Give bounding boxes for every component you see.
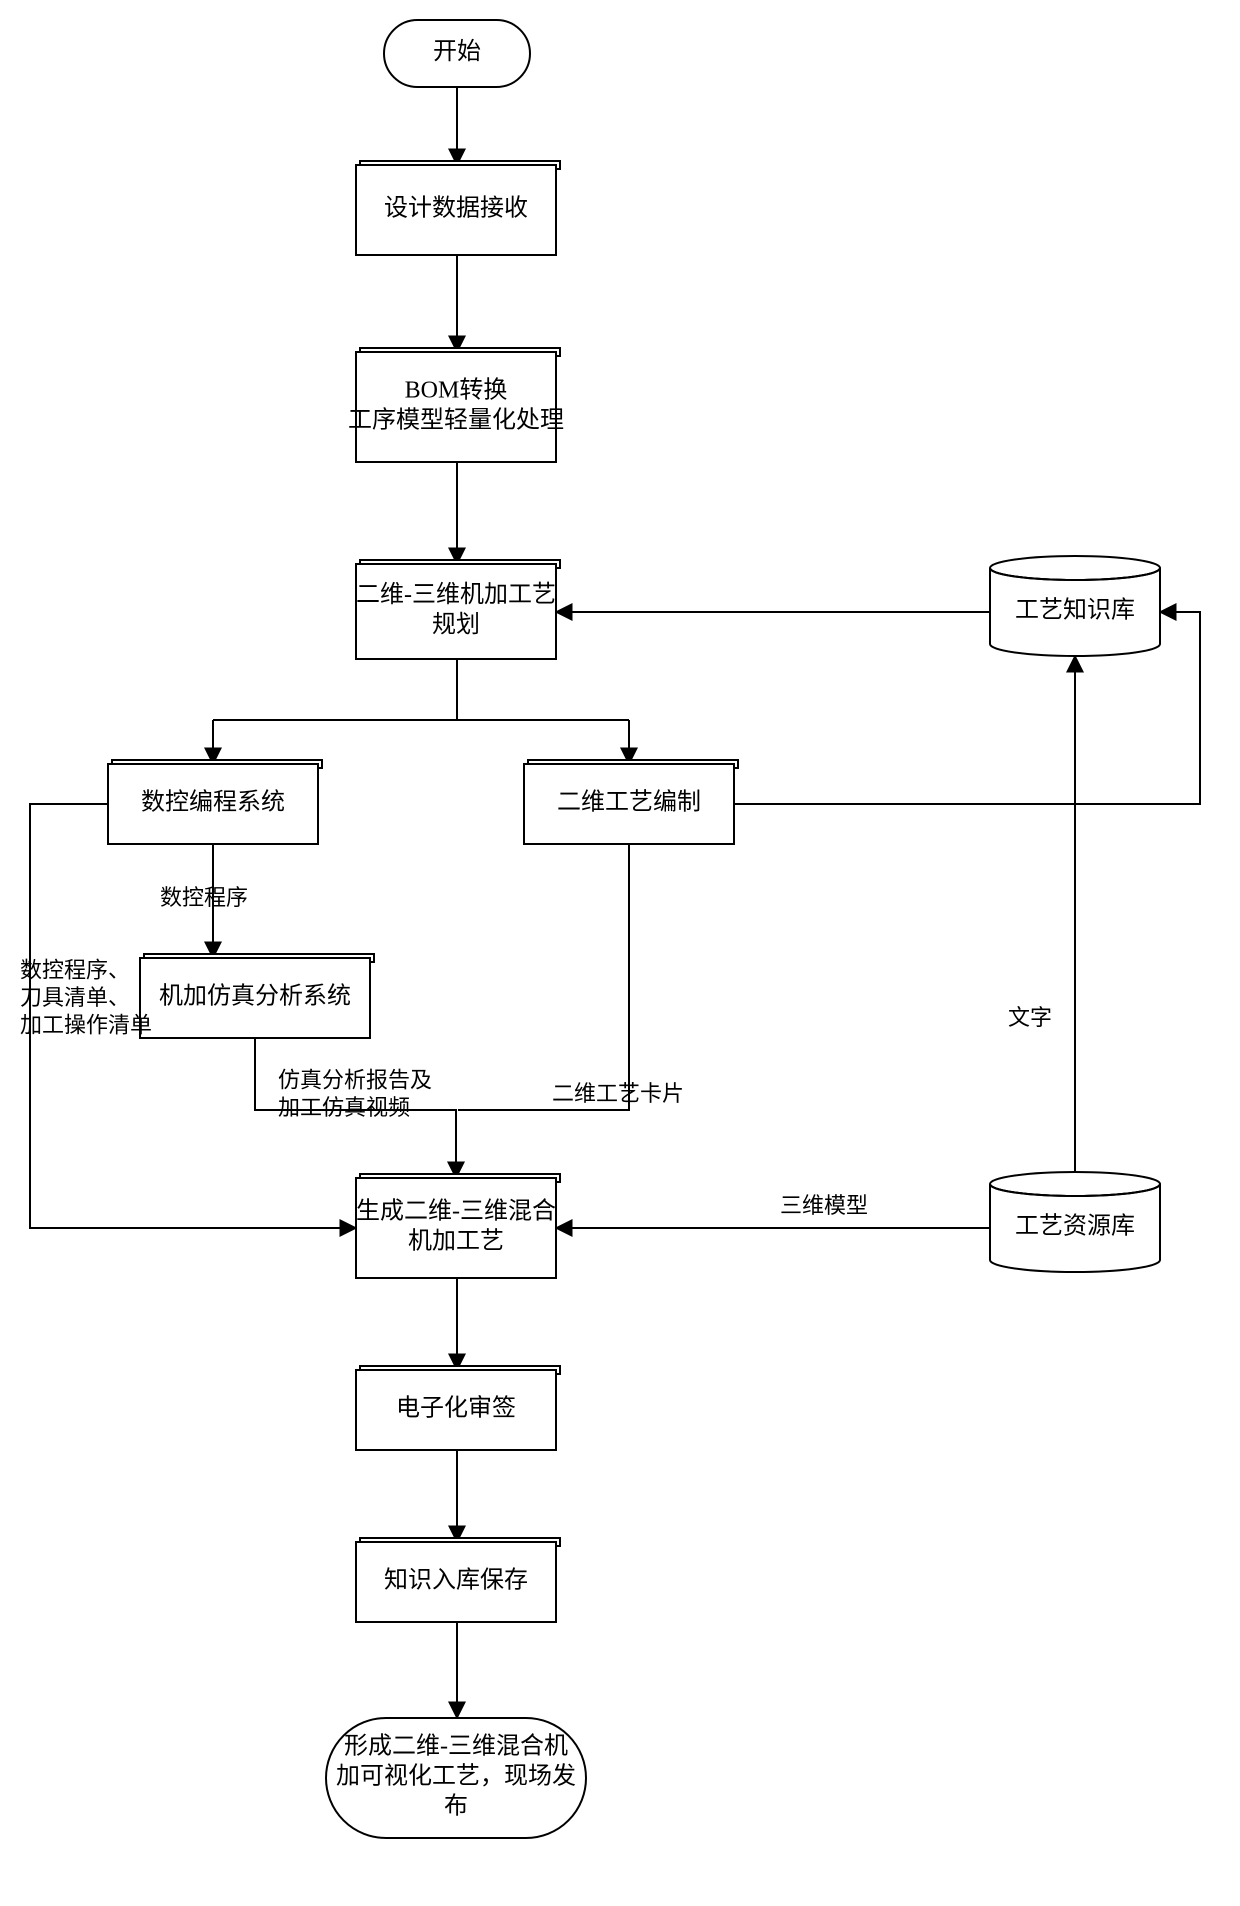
nodes.end-line-0: 形成二维-三维混合机	[344, 1733, 568, 1760]
nodes.n1-line-0: 设计数据接收	[384, 195, 528, 222]
edges.e_n6_n7-line-0: 仿真分析报告及	[278, 1067, 432, 1092]
node-n3: 二维-三维机加工艺规划	[356, 560, 560, 659]
edges.e_n4_left-line-0: 数控程序、	[20, 958, 130, 983]
nodes.n2-line-0: BOM转换	[405, 377, 508, 404]
nodes.end-line-2: 布	[444, 1793, 468, 1820]
nodes.n5-line-0: 二维工艺编制	[557, 789, 701, 816]
node-n8: 电子化审签	[356, 1366, 560, 1450]
nodes.end-line-1: 加可视化工艺，现场发	[336, 1763, 576, 1790]
node-start: 开始	[384, 20, 530, 87]
node-n7: 生成二维-三维混合机加工艺	[356, 1174, 560, 1278]
nodes.n8-line-0: 电子化审签	[396, 1395, 516, 1422]
nodes.n3-line-1: 规划	[432, 611, 480, 638]
node-n4: 数控编程系统	[108, 760, 322, 844]
nodes.n4-line-0: 数控编程系统	[141, 789, 285, 816]
edges.e_n6_n7-line-1: 加工仿真视频	[278, 1095, 410, 1120]
node-end: 形成二维-三维混合机加可视化工艺，现场发布	[326, 1718, 586, 1838]
nodes.n7-line-1: 机加工艺	[408, 1228, 504, 1255]
node-n2: BOM转换工序模型轻量化处理	[348, 348, 564, 462]
flowchart-canvas: 开始设计数据接收BOM转换工序模型轻量化处理二维-三维机加工艺规划数控编程系统二…	[0, 0, 1240, 1906]
node-db2: 工艺资源库	[990, 1172, 1160, 1272]
nodes.n3-line-0: 二维-三维机加工艺	[356, 581, 556, 608]
edges.e_db2_n7-line-0: 三维模型	[780, 1193, 868, 1218]
node-n9: 知识入库保存	[356, 1538, 560, 1622]
nodes.n2-line-1: 工序模型轻量化处理	[348, 407, 564, 434]
edges.e_n4_left-line-1: 刀具清单、	[20, 985, 130, 1010]
node-n6: 机加仿真分析系统	[140, 954, 374, 1038]
edges.e_db2_up-line-0: 文字	[1008, 1005, 1052, 1030]
node-n1: 设计数据接收	[356, 161, 560, 255]
node-n5: 二维工艺编制	[524, 760, 738, 844]
nodes.n6-line-0: 机加仿真分析系统	[159, 983, 351, 1010]
edges.e_n5_n7-line-0: 二维工艺卡片	[552, 1081, 684, 1106]
node-db1: 工艺知识库	[990, 556, 1160, 656]
nodes.start-line-0: 开始	[433, 38, 481, 65]
edge-e_n5_n7	[458, 844, 629, 1110]
edges.e_n4_left-line-2: 加工操作清单	[20, 1013, 152, 1038]
nodes.n9-line-0: 知识入库保存	[384, 1567, 528, 1594]
nodes.db1-line-0: 工艺知识库	[1015, 597, 1135, 624]
edges.e_n4_n6-line-0: 数控程序	[160, 885, 248, 910]
nodes.n7-line-0: 生成二维-三维混合	[356, 1198, 556, 1225]
nodes.db2-line-0: 工艺资源库	[1015, 1213, 1135, 1240]
